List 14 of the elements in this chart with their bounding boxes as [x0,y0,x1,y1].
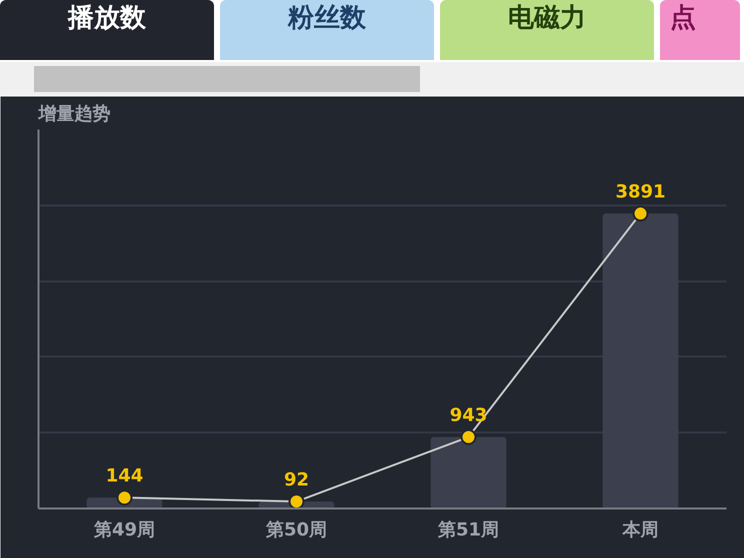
x-tick-label: 第49周 [92,520,156,540]
x-tick-label: 第51周 [436,520,500,540]
x-tick-label: 本周 [622,520,658,540]
data-label: 144 [106,466,144,487]
point [460,429,476,446]
point [116,490,132,506]
x-tick-label: 第50周 [264,520,328,540]
data-label: 943 [450,405,488,426]
data-label: 3891 [615,182,666,203]
point [632,206,648,222]
bar [430,437,506,508]
chart-title: 增量趋势 [38,104,110,124]
data-label: 92 [284,470,310,491]
point [288,494,304,508]
